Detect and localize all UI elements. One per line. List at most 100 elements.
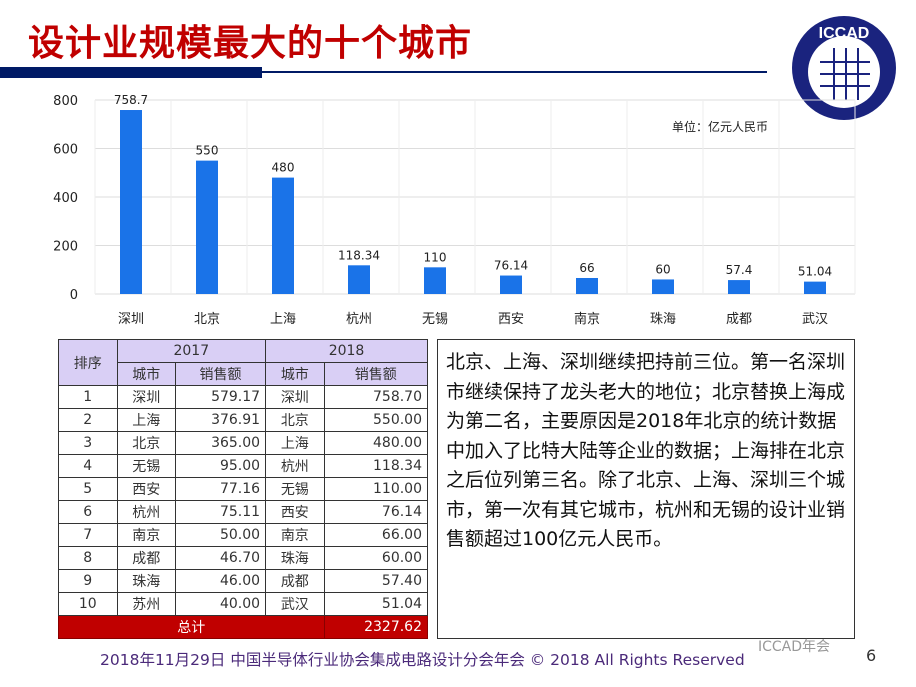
bar-value-label: 66 (579, 261, 594, 275)
y-tick-label: 0 (70, 288, 78, 303)
bar (652, 279, 674, 294)
title-underline-thick (0, 67, 262, 78)
sales-2017-cell: 376.91 (175, 408, 267, 432)
sales-2018-cell: 66.00 (323, 523, 429, 547)
city-2017-cell: 杭州 (116, 500, 177, 524)
sales-2018-cell: 118.34 (323, 454, 429, 478)
rank-cell: 2 (58, 408, 118, 432)
city-2018-cell: 上海 (265, 431, 325, 455)
rank-cell: 8 (58, 546, 118, 570)
category-label: 西安 (498, 312, 524, 327)
bar (500, 275, 522, 294)
total-label: 总计 (58, 615, 325, 639)
y-tick-label: 800 (53, 94, 78, 109)
sales-2018-cell: 110.00 (323, 477, 429, 501)
city-2018-cell: 无锡 (265, 477, 325, 501)
table-row: 1 深圳 579.17 深圳 758.70 (58, 385, 429, 409)
sales-2017-cell: 579.17 (175, 385, 267, 409)
table-row: 5 西安 77.16 无锡 110.00 (58, 477, 429, 501)
category-label: 北京 (194, 312, 220, 327)
sales-2018-cell: 76.14 (323, 500, 429, 524)
col-header: 城市 (265, 362, 325, 386)
sales-2017-cell: 75.11 (175, 500, 267, 524)
city-2017-cell: 无锡 (116, 454, 177, 478)
category-label: 珠海 (650, 312, 676, 327)
bar-value-label: 57.4 (726, 263, 753, 277)
rank-cell: 3 (58, 431, 118, 455)
rank-cell: 7 (58, 523, 118, 547)
city-2018-cell: 成都 (265, 569, 325, 593)
category-label: 成都 (726, 312, 752, 327)
slide-title: 设计业规模最大的十个城市 (28, 23, 473, 64)
table-row: 7 南京 50.00 南京 66.00 (58, 523, 429, 547)
city-2018-cell: 南京 (265, 523, 325, 547)
table-row: 2 上海 376.91 北京 550.00 (58, 408, 429, 432)
total-row: 总计 2327.62 (58, 615, 429, 639)
commentary-box: 北京、上海、深圳继续把持前三位。第一名深圳市继续保持了龙头老大的地位；北京替换上… (437, 339, 855, 639)
category-label: 深圳 (118, 312, 144, 327)
sales-table: 排序 2017 2018 城市 销售额 城市 销售额 1 深圳 579.17 深圳 75… (58, 339, 429, 639)
city-2018-cell: 武汉 (265, 592, 325, 616)
col-header: 销售额 (323, 362, 429, 386)
col-header: 销售额 (175, 362, 267, 386)
city-2017-cell: 上海 (116, 408, 177, 432)
bar-chart: 0 200 400 600 800 758.7 深圳 550 北京 480 上海 118.34 杭州 11… (53, 93, 856, 327)
city-2017-cell: 北京 (116, 431, 177, 455)
unit-note: 单位：亿元人民币 (672, 119, 768, 134)
sales-2017-cell: 46.70 (175, 546, 267, 570)
title-underline-thin (262, 71, 767, 73)
city-2017-cell: 南京 (116, 523, 177, 547)
bar (728, 280, 750, 294)
rank-header: 排序 (58, 339, 118, 386)
sales-2017-cell: 50.00 (175, 523, 267, 547)
table-row: 9 珠海 46.00 成都 57.40 (58, 569, 429, 593)
rank-cell: 10 (58, 592, 118, 616)
year-header: 2018 (265, 339, 428, 363)
rank-cell: 5 (58, 477, 118, 501)
category-label: 上海 (270, 312, 296, 327)
watermark: ICCAD年会 (758, 639, 831, 655)
table-row: 4 无锡 95.00 杭州 118.34 (58, 454, 429, 478)
city-2017-cell: 西安 (116, 477, 177, 501)
table-row: 6 杭州 75.11 西安 76.14 (58, 500, 429, 524)
iccad-logo: ICCAD (792, 16, 896, 120)
bar-value-label: 110 (424, 250, 447, 264)
city-2018-cell: 西安 (265, 500, 325, 524)
city-2017-cell: 深圳 (116, 385, 177, 409)
sales-2018-cell: 480.00 (323, 431, 429, 455)
sales-2017-cell: 95.00 (175, 454, 267, 478)
city-2018-cell: 杭州 (265, 454, 325, 478)
city-2018-cell: 深圳 (265, 385, 325, 409)
page-number: 6 (866, 646, 877, 665)
bar-value-label: 76.14 (494, 259, 528, 273)
category-label: 武汉 (802, 312, 828, 327)
sales-2018-cell: 60.00 (323, 546, 429, 570)
sales-2017-cell: 46.00 (175, 569, 267, 593)
rank-cell: 4 (58, 454, 118, 478)
rank-cell: 6 (58, 500, 118, 524)
city-2017-cell: 苏州 (116, 592, 177, 616)
bar-value-label: 550 (196, 144, 219, 158)
bar (196, 160, 218, 294)
rank-cell: 1 (58, 385, 118, 409)
total-value: 2327.62 (323, 615, 429, 639)
bar-value-label: 118.34 (338, 248, 380, 262)
table-row: 3 北京 365.00 上海 480.00 (58, 431, 429, 455)
rank-cell: 9 (58, 569, 118, 593)
y-tick-label: 600 (53, 143, 78, 158)
city-2017-cell: 珠海 (116, 569, 177, 593)
col-header: 城市 (116, 362, 177, 386)
bar-value-label: 758.7 (114, 93, 148, 107)
bar-value-label: 51.04 (798, 265, 832, 279)
bar-value-label: 480 (272, 161, 295, 175)
sales-2017-cell: 77.16 (175, 477, 267, 501)
bar (272, 177, 294, 294)
bar-value-label: 60 (655, 262, 670, 276)
city-2018-cell: 珠海 (265, 546, 325, 570)
category-label: 无锡 (422, 312, 448, 327)
bar (576, 277, 598, 294)
city-2018-cell: 北京 (265, 408, 325, 432)
y-tick-label: 200 (53, 240, 78, 255)
sales-2017-cell: 365.00 (175, 431, 267, 455)
bar (348, 265, 370, 294)
